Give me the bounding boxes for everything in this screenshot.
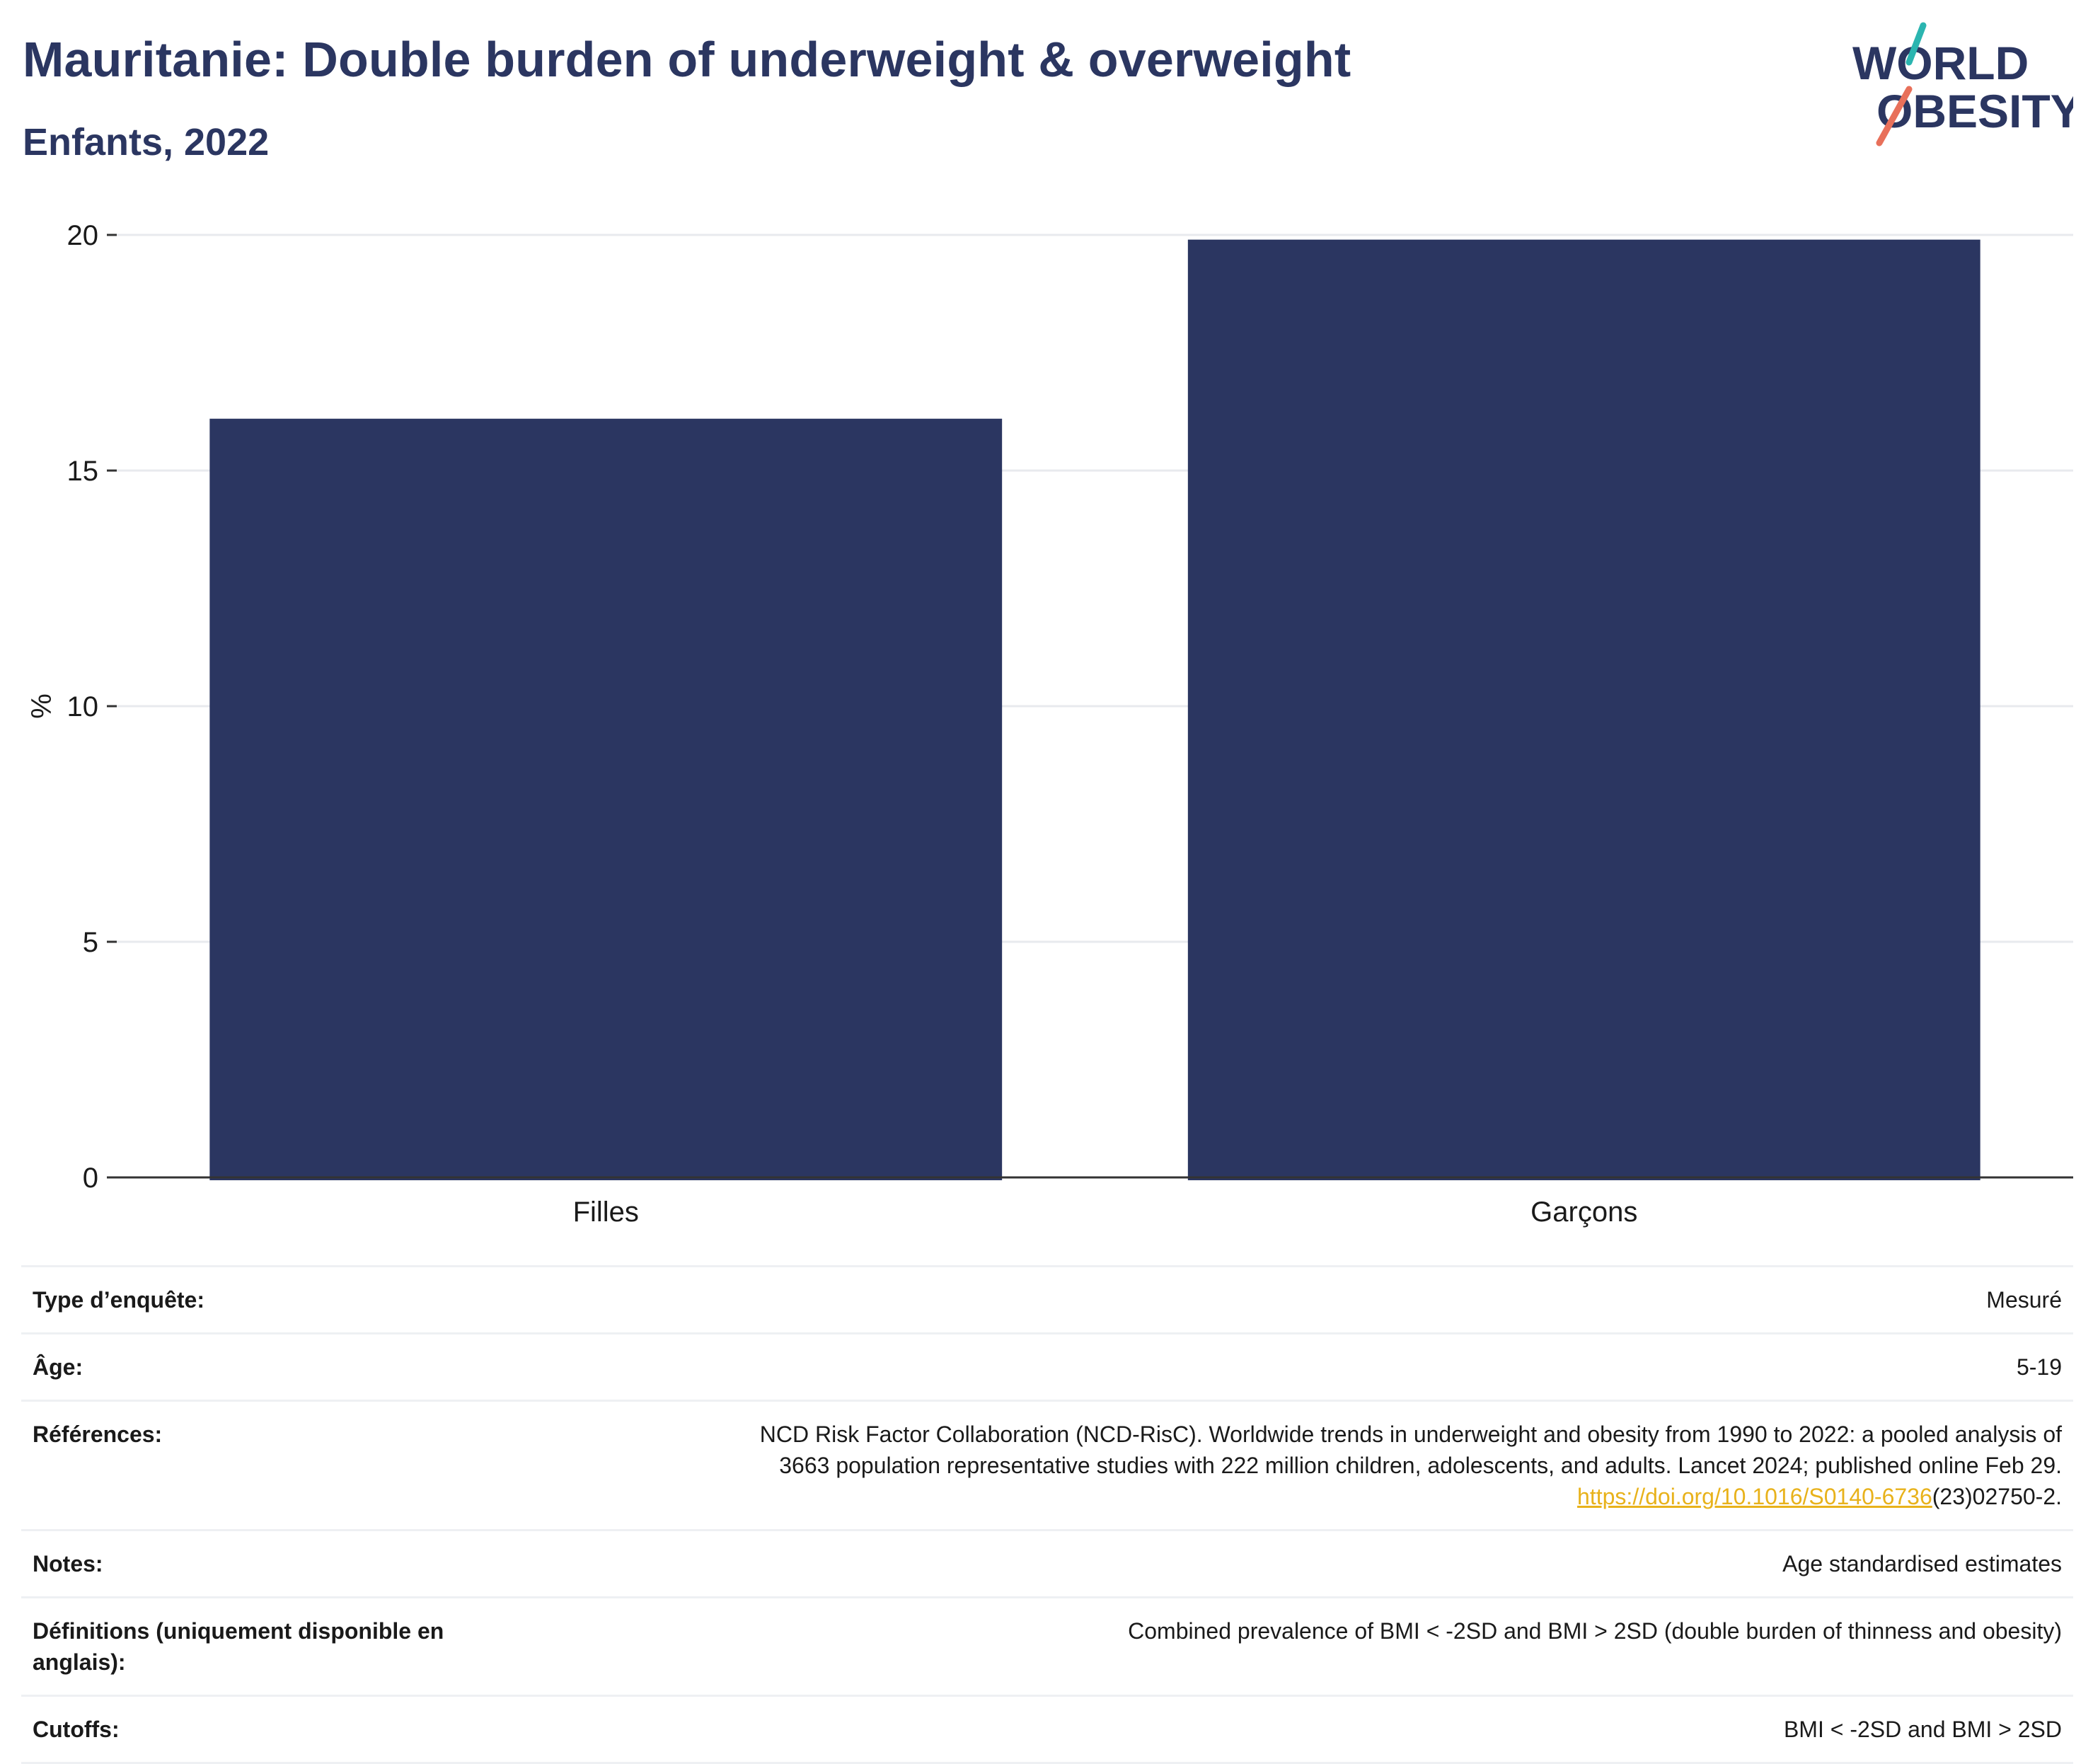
reference-line: NCD Risk Factor Collaboration (NCD-RisC)… bbox=[759, 1422, 2062, 1447]
metadata-table: Type d’enquête: Mesuré Âge: 5-19 Références:… bbox=[21, 1265, 2073, 1764]
metadata-key: Âge: bbox=[33, 1354, 83, 1380]
chart-title: Mauritanie: Double burden of underweight… bbox=[23, 32, 1351, 87]
chart-subtitle: Enfants, 2022 bbox=[23, 121, 270, 163]
reference-line: 3663 population representative studies w… bbox=[779, 1453, 2062, 1478]
y-tick-label: 15 bbox=[67, 456, 99, 487]
doi-suffix: (23)02750-2. bbox=[1932, 1484, 2062, 1509]
y-tick-label: 0 bbox=[83, 1163, 98, 1194]
metadata-row: Références: NCD Risk Factor Collaboration… bbox=[21, 1402, 2073, 1531]
metadata-value: BMI < -2SD and BMI > 2SD bbox=[1783, 1717, 2062, 1742]
metadata-key: Cutoffs: bbox=[33, 1717, 120, 1742]
bars bbox=[209, 239, 1980, 1180]
metadata-key: Définitions (uniquement disponible en an… bbox=[33, 1618, 444, 1675]
y-tick-labels: 0 5 10 15 20 bbox=[67, 220, 117, 1194]
y-tick-label: 5 bbox=[83, 927, 98, 958]
metadata-row: Définitions (uniquement disponible en an… bbox=[21, 1598, 2073, 1697]
x-tick-label: Garçons bbox=[1530, 1197, 1637, 1228]
world-obesity-logo: WORLD OBESITY bbox=[1852, 22, 2073, 146]
metadata-value: Age standardised estimates bbox=[1782, 1551, 2062, 1576]
metadata-key: Type d’enquête: bbox=[33, 1287, 204, 1313]
y-tick-label: 20 bbox=[67, 220, 99, 251]
y-axis-label: % bbox=[26, 693, 57, 719]
metadata-row: Notes: Age standardised estimates bbox=[21, 1531, 2073, 1598]
logo-word-world: WORLD bbox=[1852, 37, 2029, 89]
bar-filles bbox=[209, 418, 1003, 1180]
metadata-key: Références: bbox=[33, 1422, 163, 1447]
x-tick-labels: Filles Garçons bbox=[573, 1197, 1638, 1228]
metadata-row: Cutoffs: BMI < -2SD and BMI > 2SD bbox=[21, 1697, 2073, 1764]
metadata-key: Notes: bbox=[33, 1551, 103, 1576]
metadata-value: Combined prevalence of BMI < -2SD and BM… bbox=[1128, 1618, 2062, 1644]
x-tick-label: Filles bbox=[573, 1197, 639, 1228]
logo-coral-slash bbox=[1876, 86, 1913, 146]
metadata-row: Type d’enquête: Mesuré bbox=[21, 1267, 2073, 1334]
logo-teal-slash bbox=[1905, 22, 1927, 66]
metadata-value: Mesuré bbox=[1986, 1287, 2062, 1313]
metadata-value: 5-19 bbox=[2016, 1354, 2062, 1380]
doi-link[interactable]: https://doi.org/10.1016/S0140-6736 bbox=[1577, 1484, 1932, 1509]
bar-chart: 0 5 10 15 20 Filles Garçons % bbox=[26, 220, 2073, 1228]
y-tick-label: 10 bbox=[67, 691, 99, 722]
metadata-row: Âge: 5-19 bbox=[21, 1334, 2073, 1402]
metadata-value: NCD Risk Factor Collaboration (NCD-RisC)… bbox=[528, 1419, 2062, 1512]
bar-gar-ons bbox=[1187, 239, 1980, 1180]
